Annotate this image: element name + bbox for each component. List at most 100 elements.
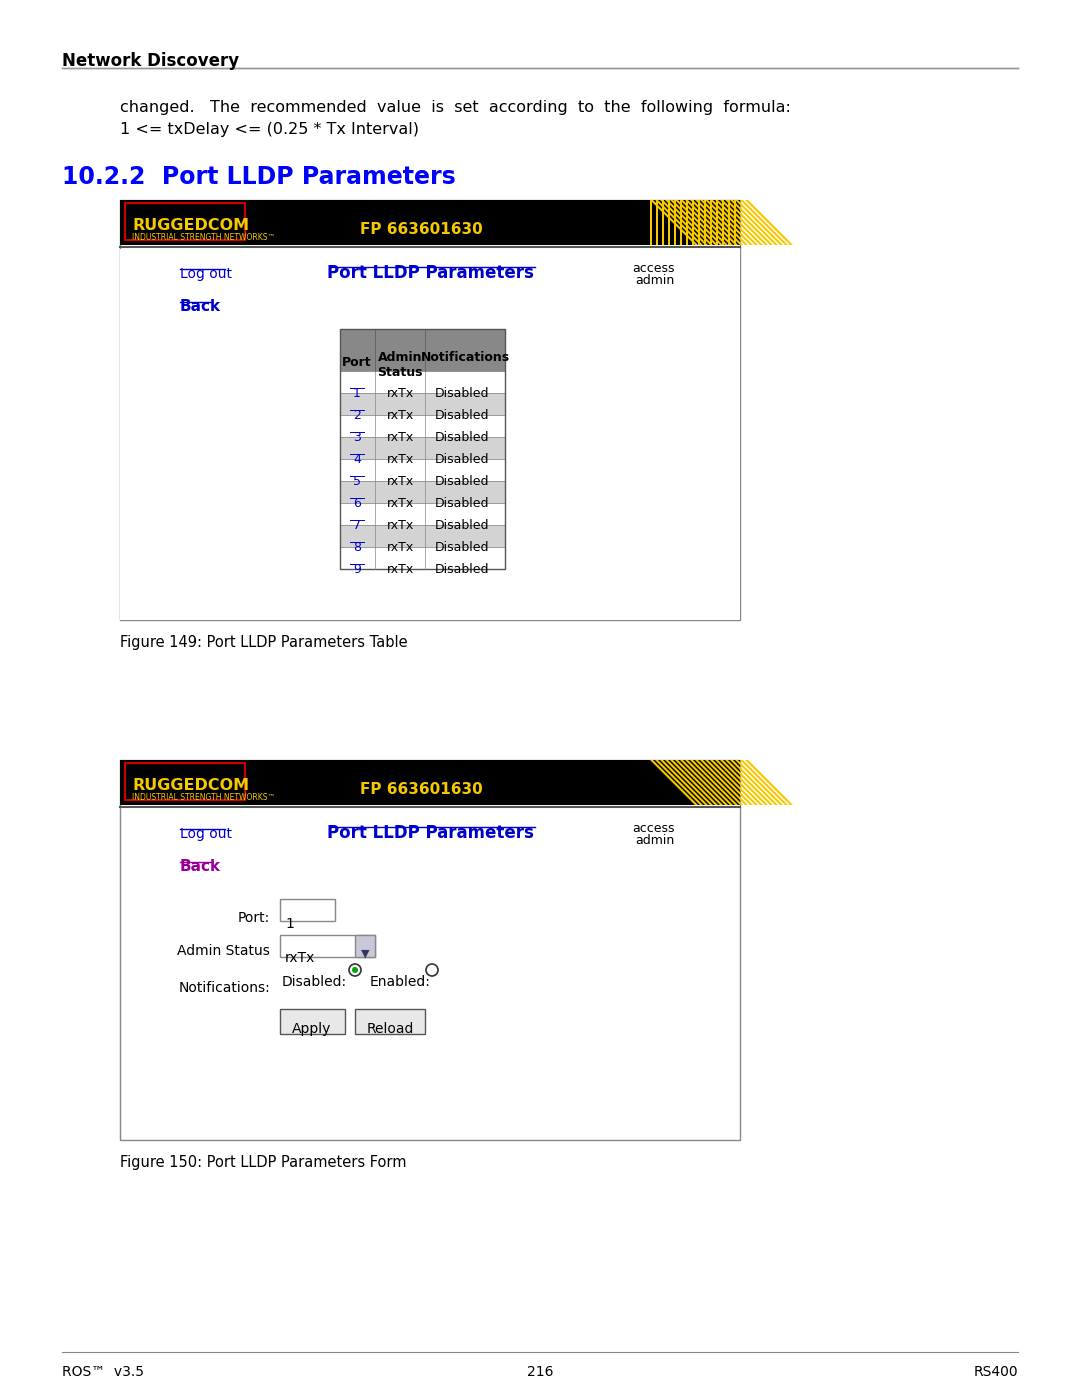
Polygon shape [675,200,723,244]
Bar [674,200,676,244]
Bar [125,763,245,800]
Bar [728,200,730,244]
Polygon shape [730,200,778,244]
Bar [120,249,740,620]
Polygon shape [690,760,738,805]
Bar [340,393,505,415]
Circle shape [349,964,361,977]
Text: rxTx: rxTx [387,563,414,576]
Text: Disabled: Disabled [435,432,489,444]
Polygon shape [740,760,788,805]
Polygon shape [696,760,743,805]
Bar [716,200,718,244]
Bar [656,200,658,244]
Bar [734,200,735,244]
Text: 5: 5 [353,475,361,488]
Bar [650,200,652,244]
Text: 1 <= txDelay <= (0.25 * Tx Interval): 1 <= txDelay <= (0.25 * Tx Interval) [120,122,419,137]
Polygon shape [665,760,713,805]
Bar [340,330,505,372]
Text: admin: admin [636,274,675,286]
Bar [340,437,505,460]
Text: RUGGEDCOM: RUGGEDCOM [132,778,249,793]
Polygon shape [715,760,762,805]
Bar [680,200,681,244]
Circle shape [426,964,438,977]
Text: Disabled: Disabled [435,563,489,576]
Polygon shape [654,200,703,244]
Text: Disabled: Disabled [435,520,489,532]
Polygon shape [650,200,698,244]
Text: Disabled: Disabled [435,497,489,510]
Text: Back: Back [180,859,221,875]
Polygon shape [710,760,758,805]
Polygon shape [685,760,733,805]
Bar [686,200,688,244]
Text: rxTx: rxTx [387,387,414,400]
Text: Disabled: Disabled [435,475,489,488]
Bar [125,203,245,240]
Text: Notifications:: Notifications: [178,981,270,995]
Bar [683,200,685,244]
Polygon shape [720,760,768,805]
Polygon shape [685,200,733,244]
Polygon shape [680,200,728,244]
Text: 9: 9 [353,563,361,576]
Bar [120,249,740,620]
Text: Notifications: Notifications [420,351,510,365]
Polygon shape [660,760,708,805]
Bar [120,760,740,1140]
Text: rxTx: rxTx [285,951,315,965]
Text: 8: 8 [353,541,361,555]
Polygon shape [670,760,718,805]
Text: 10.2.2  Port LLDP Parameters: 10.2.2 Port LLDP Parameters [62,165,456,189]
Text: Disabled: Disabled [435,541,489,555]
Text: Figure 150: Port LLDP Parameters Form: Figure 150: Port LLDP Parameters Form [120,1155,406,1171]
Text: 6: 6 [353,497,361,510]
Polygon shape [696,200,743,244]
Bar [725,200,727,244]
Polygon shape [660,200,708,244]
Bar [701,200,703,244]
FancyBboxPatch shape [280,900,335,921]
Text: Back: Back [180,299,221,314]
Bar [677,200,679,244]
Text: Enabled:: Enabled: [370,975,431,989]
Text: rxTx: rxTx [387,497,414,510]
Text: rxTx: rxTx [387,432,414,444]
Polygon shape [654,760,703,805]
Bar [662,200,664,244]
Bar [340,330,505,569]
Text: 4: 4 [353,453,361,467]
Text: Port:: Port: [238,911,270,925]
FancyBboxPatch shape [280,1009,345,1034]
Polygon shape [650,760,698,805]
Polygon shape [710,200,758,244]
Text: FP 663601630: FP 663601630 [360,782,483,798]
Text: Port LLDP Parameters: Port LLDP Parameters [326,824,534,842]
Bar [704,200,706,244]
Bar [120,200,740,620]
Bar [669,200,670,244]
Text: Reload: Reload [366,1023,414,1037]
Bar [355,935,375,957]
Bar [710,200,712,244]
Polygon shape [730,760,778,805]
Circle shape [352,967,357,972]
Bar [340,525,505,548]
Bar [653,200,654,244]
Text: 1: 1 [353,387,361,400]
FancyBboxPatch shape [280,935,375,957]
Bar [713,200,715,244]
Text: Apply: Apply [293,1023,332,1037]
Text: rxTx: rxTx [387,453,414,467]
Polygon shape [670,200,718,244]
Polygon shape [675,760,723,805]
Text: Log out: Log out [180,267,232,281]
Bar [340,481,505,503]
Text: rxTx: rxTx [387,520,414,532]
Text: Figure 149: Port LLDP Parameters Table: Figure 149: Port LLDP Parameters Table [120,636,407,650]
Text: Port: Port [342,356,372,369]
Text: Port LLDP Parameters: Port LLDP Parameters [326,264,534,282]
Bar [719,200,721,244]
